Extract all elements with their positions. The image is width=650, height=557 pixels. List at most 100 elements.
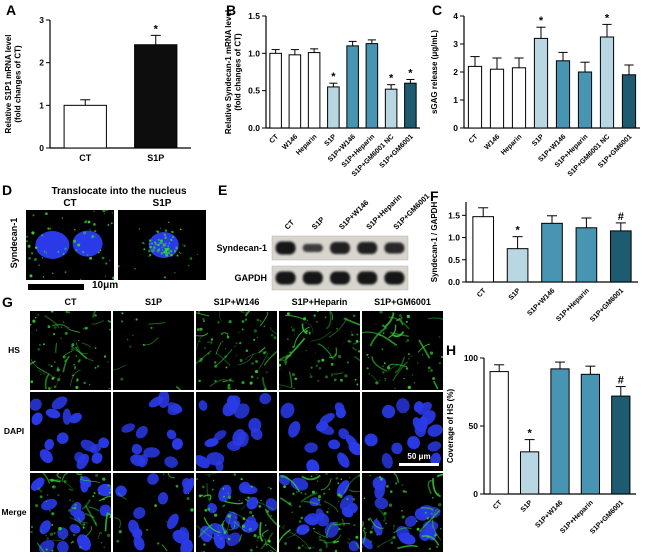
- blot-band: [384, 271, 405, 285]
- svg-text:CT: CT: [79, 153, 91, 163]
- sig-marker-S1P+GM6001 NC: *: [389, 73, 394, 85]
- g-image-dapi-ct: [30, 392, 111, 471]
- micro-image-svg: [30, 473, 111, 552]
- g-col-header-s1p-heparin: S1P+Heparin: [291, 297, 348, 307]
- panel-label-a: A: [6, 2, 17, 18]
- bar-CT: [63, 104, 107, 149]
- g-image-hs-s1p-gm6001: [362, 311, 443, 390]
- g-col-header-s1p-w146: S1P+W146: [213, 297, 260, 307]
- bar-S1P+W146: [346, 45, 359, 129]
- blot-band: [357, 271, 378, 285]
- svg-text:S1P: S1P: [147, 153, 164, 163]
- bar-S1P: [506, 248, 529, 283]
- svg-text:1.5: 1.5: [448, 210, 460, 220]
- g-image-merge-s1p-w146: [196, 473, 277, 552]
- blot-band: [330, 271, 350, 285]
- g-col-header-s1p: S1P: [144, 297, 162, 307]
- chart-syndecan1-gapdh: 0.0 0.5 1.0 1.5 Syndecan-1 / GAPDH CT * S1P S1P+…: [428, 188, 650, 332]
- sig-marker-S1P+GM6001: #: [618, 211, 624, 223]
- panel-d-scalebar-label: 10μm: [92, 280, 119, 291]
- blot-band: [275, 241, 296, 255]
- bar-Heparin: [511, 67, 527, 129]
- svg-text:Heparin: Heparin: [500, 133, 523, 156]
- g-image-merge-ct: [30, 473, 111, 552]
- g-image-hs-s1p-heparin: [279, 311, 360, 390]
- panel-label-g: G: [2, 294, 13, 310]
- micro-image-svg: [113, 311, 194, 390]
- bar-CT: [269, 52, 282, 129]
- panel-label-f: F: [430, 188, 439, 204]
- g-image-dapi-s1p-w146: [196, 392, 277, 471]
- svg-text:W146: W146: [281, 133, 299, 151]
- bar-Heparin: [307, 52, 321, 129]
- g-image-dapi-s1p: [113, 392, 194, 471]
- g-row-label-merge: Merge: [1, 507, 27, 517]
- panel-label-e: E: [218, 182, 228, 198]
- g-image-hs-s1p-w146: [196, 311, 277, 390]
- svg-text:CT: CT: [468, 133, 480, 145]
- bar-S1P+Heparin: [365, 43, 379, 129]
- svg-text:CT: CT: [492, 499, 504, 511]
- panel-label-d: D: [2, 182, 13, 198]
- g-scalebar-label: 50 μm: [407, 452, 431, 462]
- panel-label-h: H: [446, 342, 457, 358]
- svg-text:S1P+GM6001 NC: S1P+GM6001 NC: [567, 133, 612, 178]
- sig-marker-S1P+GM6001 NC: *: [605, 12, 610, 24]
- svg-text:1: 1: [453, 95, 458, 105]
- svg-text:S1P+Heparin: S1P+Heparin: [555, 287, 591, 323]
- svg-text:S1P: S1P: [323, 133, 338, 148]
- svg-text:Syndecan-1 / GAPDH: Syndecan-1 / GAPDH: [430, 202, 439, 283]
- western-blot-svg: CT S1P S1P+W146S1P+HeparinS1P+GM6001Syndec…: [216, 192, 431, 291]
- sig-marker-S1P+GM6001: *: [408, 67, 413, 79]
- panel-d-row-label: Syndecan-1: [9, 217, 19, 269]
- svg-text:W146: W146: [484, 133, 502, 151]
- bar-CT: [489, 371, 509, 495]
- bar-S1P+Heparin: [577, 71, 593, 129]
- g-image-dapi-s1p-heparin: [279, 392, 360, 471]
- svg-text:1.0: 1.0: [448, 233, 460, 243]
- svg-text:S1P+GM6001: S1P+GM6001: [589, 499, 625, 535]
- svg-text:Heparin: Heparin: [295, 133, 318, 156]
- panel-label-b: B: [226, 2, 237, 18]
- B-chart-svg: 0.0 0.5 1.0 1.5 Relative Syndecan-1 mRNA lev…: [224, 10, 420, 178]
- sig-marker-S1P: *: [539, 15, 544, 27]
- svg-text:Coverage of HS (%): Coverage of HS (%): [446, 389, 455, 464]
- svg-text:0.0: 0.0: [248, 123, 260, 133]
- svg-text:S1P: S1P: [531, 133, 546, 148]
- micro-image-svg: [196, 311, 277, 390]
- sig-marker-S1P: *: [527, 428, 532, 440]
- panel-d-ct-image: [26, 210, 114, 280]
- bar-S1P+GM6001: [621, 74, 637, 129]
- svg-text:Relative S1P1 mRNA level: Relative S1P1 mRNA level: [4, 35, 13, 134]
- bar-W146: [489, 68, 505, 129]
- svg-text:2: 2: [453, 67, 458, 77]
- svg-text:0.0: 0.0: [448, 277, 460, 287]
- svg-text:Relative Syndecan-1 mRNA level: Relative Syndecan-1 mRNA level: [224, 10, 233, 134]
- bar-S1P+GM6001: [404, 82, 417, 129]
- svg-text:0.5: 0.5: [448, 255, 460, 265]
- svg-text:S1P+W146: S1P+W146: [526, 287, 556, 317]
- bar-W146: [288, 54, 302, 129]
- chart-hs-coverage: 0 50 100 Coverage of HS (%) CT * S1P S1P+W146 S1…: [444, 342, 650, 554]
- svg-text:50: 50: [469, 421, 479, 431]
- svg-text:4: 4: [453, 11, 458, 21]
- micro-image-svg: [279, 311, 360, 390]
- svg-text:1.5: 1.5: [248, 11, 260, 21]
- chart-sgag-release: 0 1 2 3 4 sGAG release (μg/mL) CT W146 Heparin * S…: [428, 4, 648, 190]
- bar-S1P: [533, 37, 549, 129]
- svg-text:3: 3: [39, 15, 44, 25]
- bar-S1P+W146: [550, 368, 570, 495]
- svg-text:0: 0: [39, 143, 44, 153]
- bar-S1P+Heparin: [580, 373, 601, 495]
- bar-S1P: [134, 44, 178, 149]
- blot-band: [275, 271, 296, 285]
- svg-text:1.0: 1.0: [248, 48, 260, 58]
- svg-text:3: 3: [453, 39, 458, 49]
- svg-text:sGAG release (μg/mL): sGAG release (μg/mL): [430, 30, 439, 114]
- bar-S1P+GM6001 NC: [384, 88, 398, 129]
- svg-text:2: 2: [39, 58, 44, 68]
- svg-text:S1P+W146: S1P+W146: [534, 499, 564, 529]
- bar-CT: [467, 65, 483, 129]
- A-chart-svg: 0 1 2 3 Relative S1P1 mRNA level (fold change…: [4, 15, 191, 163]
